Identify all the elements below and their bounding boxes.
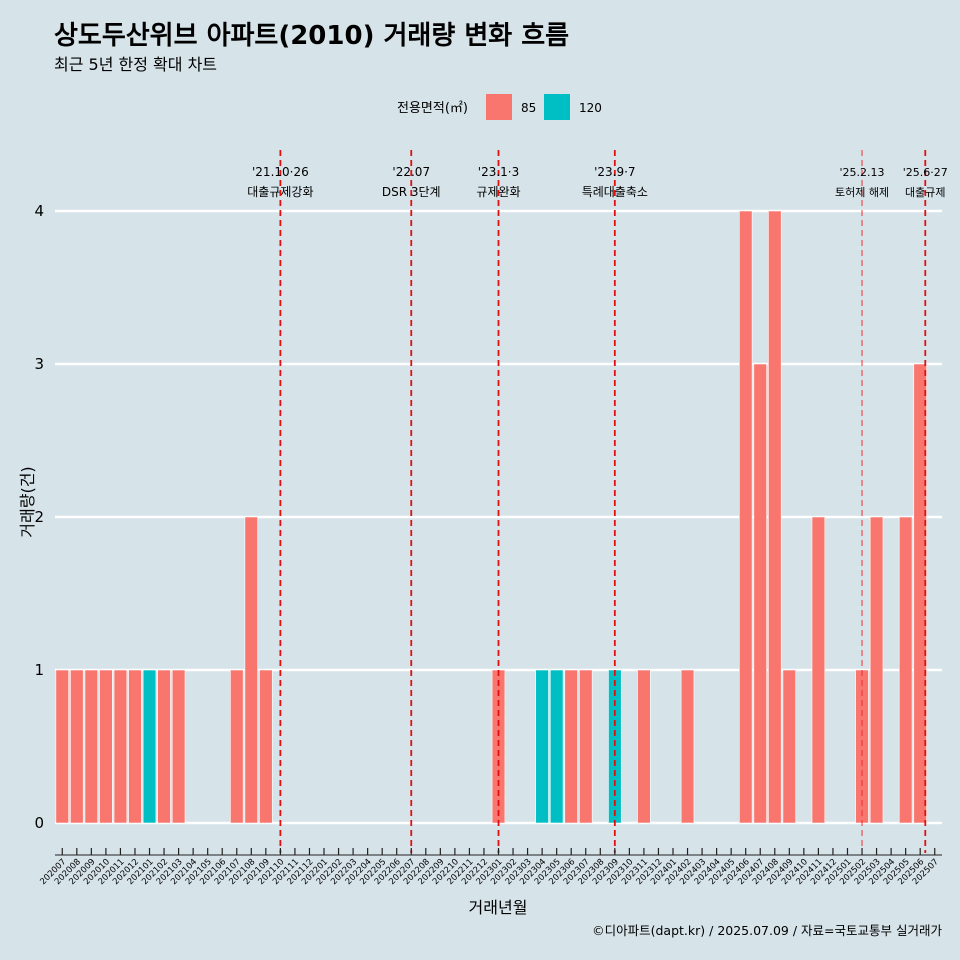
y-tick-label-4: 4 (34, 202, 44, 220)
y-tick-label-1: 1 (34, 661, 44, 679)
legend-swatch-120 (544, 94, 570, 120)
event-date-2: '22.07 (392, 165, 430, 179)
bar-202103-85 (171, 669, 186, 824)
chart-title: 상도두산위브 아파트(2010) 거래량 변화 흐름 (54, 21, 569, 51)
bar-202402-85 (680, 669, 695, 824)
bar-202409-85 (782, 669, 797, 824)
bar-202108-85 (244, 516, 259, 824)
legend-label-85: 85 (521, 101, 536, 115)
bar-202101-120 (142, 669, 157, 824)
event-label-6: 대출규제 (905, 186, 945, 199)
event-date-4: '23.9·7 (594, 165, 635, 179)
event-date-5: '25.2.13 (840, 166, 885, 179)
y-axis-title: 거래량(건) (18, 466, 37, 537)
bar-202010-85 (99, 669, 113, 824)
bar-202305-120 (549, 669, 564, 824)
bar-202102-85 (157, 669, 171, 824)
legend: 전용면적(㎡) 85 120 (397, 94, 602, 120)
bar-202012-85 (128, 669, 142, 824)
bar-202503-85 (869, 516, 884, 824)
y-tick-label-2: 2 (34, 508, 44, 526)
x-axis: 2020072020082020092020102020112020122021… (38, 848, 942, 887)
event-markers: '21.10·26 대출규제강화 '22.07 DSR 3단계 '23.1·3 규제완화 '… (247, 150, 948, 853)
bar-202406-85 (738, 210, 753, 824)
chart-subtitle: 최근 5년 한정 확대 차트 (54, 55, 217, 74)
bar-202311-85 (637, 669, 651, 824)
bar-202109-85 (259, 669, 273, 824)
bar-202307-85 (579, 669, 593, 824)
bar-202008-85 (70, 669, 84, 824)
bar-202505-85 (898, 516, 913, 824)
event-label-4: 특례대출축소 (582, 185, 648, 199)
legend-label-120: 120 (579, 101, 602, 115)
bar-202304-120 (535, 669, 549, 824)
y-tick-label-3: 3 (34, 355, 44, 373)
event-label-2: DSR 3단계 (382, 185, 441, 199)
event-label-1: 대출규제강화 (247, 185, 313, 199)
bar-202306-85 (564, 669, 578, 824)
bar-202411-85 (811, 516, 826, 824)
event-label-5: 토허제 해제 (835, 185, 889, 199)
event-date-6: '25.6·27 (903, 166, 948, 179)
caption: ©디아파트(dapt.kr) / 2025.07.09 / 자료=국토교통부 실… (592, 923, 942, 938)
x-axis-title: 거래년월 (469, 898, 528, 917)
bar-202408-85 (768, 210, 782, 824)
event-label-3: 규제완화 (476, 185, 520, 199)
bar-202007-85 (55, 669, 69, 824)
bar-202407-85 (753, 363, 767, 824)
bar-202011-85 (113, 669, 128, 824)
legend-title: 전용면적(㎡) (397, 101, 468, 116)
event-date-3: '23.1·3 (478, 165, 519, 179)
y-axis-ticks: 0 1 2 3 4 (34, 202, 44, 832)
bars (55, 210, 927, 824)
y-tick-label-0: 0 (34, 814, 44, 832)
bar-202107-85 (230, 669, 244, 824)
bar-202009-85 (84, 669, 99, 824)
legend-swatch-85 (486, 94, 512, 120)
event-date-1: '21.10·26 (252, 165, 309, 179)
bar-202506-85 (913, 363, 927, 824)
